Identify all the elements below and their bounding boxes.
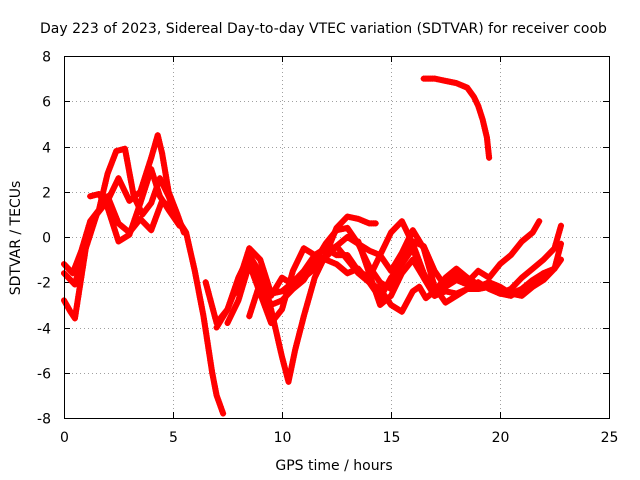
x-axis-label: GPS time / hours [275, 458, 392, 474]
y-tick-label: 8 [42, 50, 51, 66]
y-axis-label: SDTVAR / TECUs [8, 181, 24, 296]
y-tick-label: 0 [42, 231, 51, 247]
x-tick-label: 25 [601, 430, 619, 446]
x-tick-label: 20 [492, 430, 510, 446]
series-layer [61, 75, 564, 417]
y-tick-label: 4 [42, 141, 51, 157]
series-sat-d [87, 166, 183, 245]
series-markers [420, 75, 493, 161]
y-tick-label: -8 [37, 412, 51, 428]
series-markers [87, 166, 183, 245]
y-tick-label: 2 [42, 186, 51, 202]
tick-layer: 0 5 10 15 20 25 -8 -6 -4 -2 0 2 4 6 8 [37, 50, 618, 447]
y-tick-label: 6 [42, 95, 51, 111]
x-tick-label: 15 [383, 430, 401, 446]
plot-frame [64, 56, 610, 419]
series-markers [322, 240, 564, 315]
grid-layer [64, 56, 609, 418]
y-tick-label: -2 [37, 276, 51, 292]
y-tick-label: -4 [37, 322, 51, 338]
chart-title: Day 223 of 2023, Sidereal Day-to-day VTE… [40, 21, 607, 37]
y-tick-label: -6 [37, 367, 51, 383]
x-tick-label: 5 [169, 430, 178, 446]
x-tick-label: 10 [274, 430, 292, 446]
series-sat-l [420, 75, 493, 161]
x-tick-label: 0 [60, 430, 69, 446]
series-sat-k [322, 240, 564, 315]
